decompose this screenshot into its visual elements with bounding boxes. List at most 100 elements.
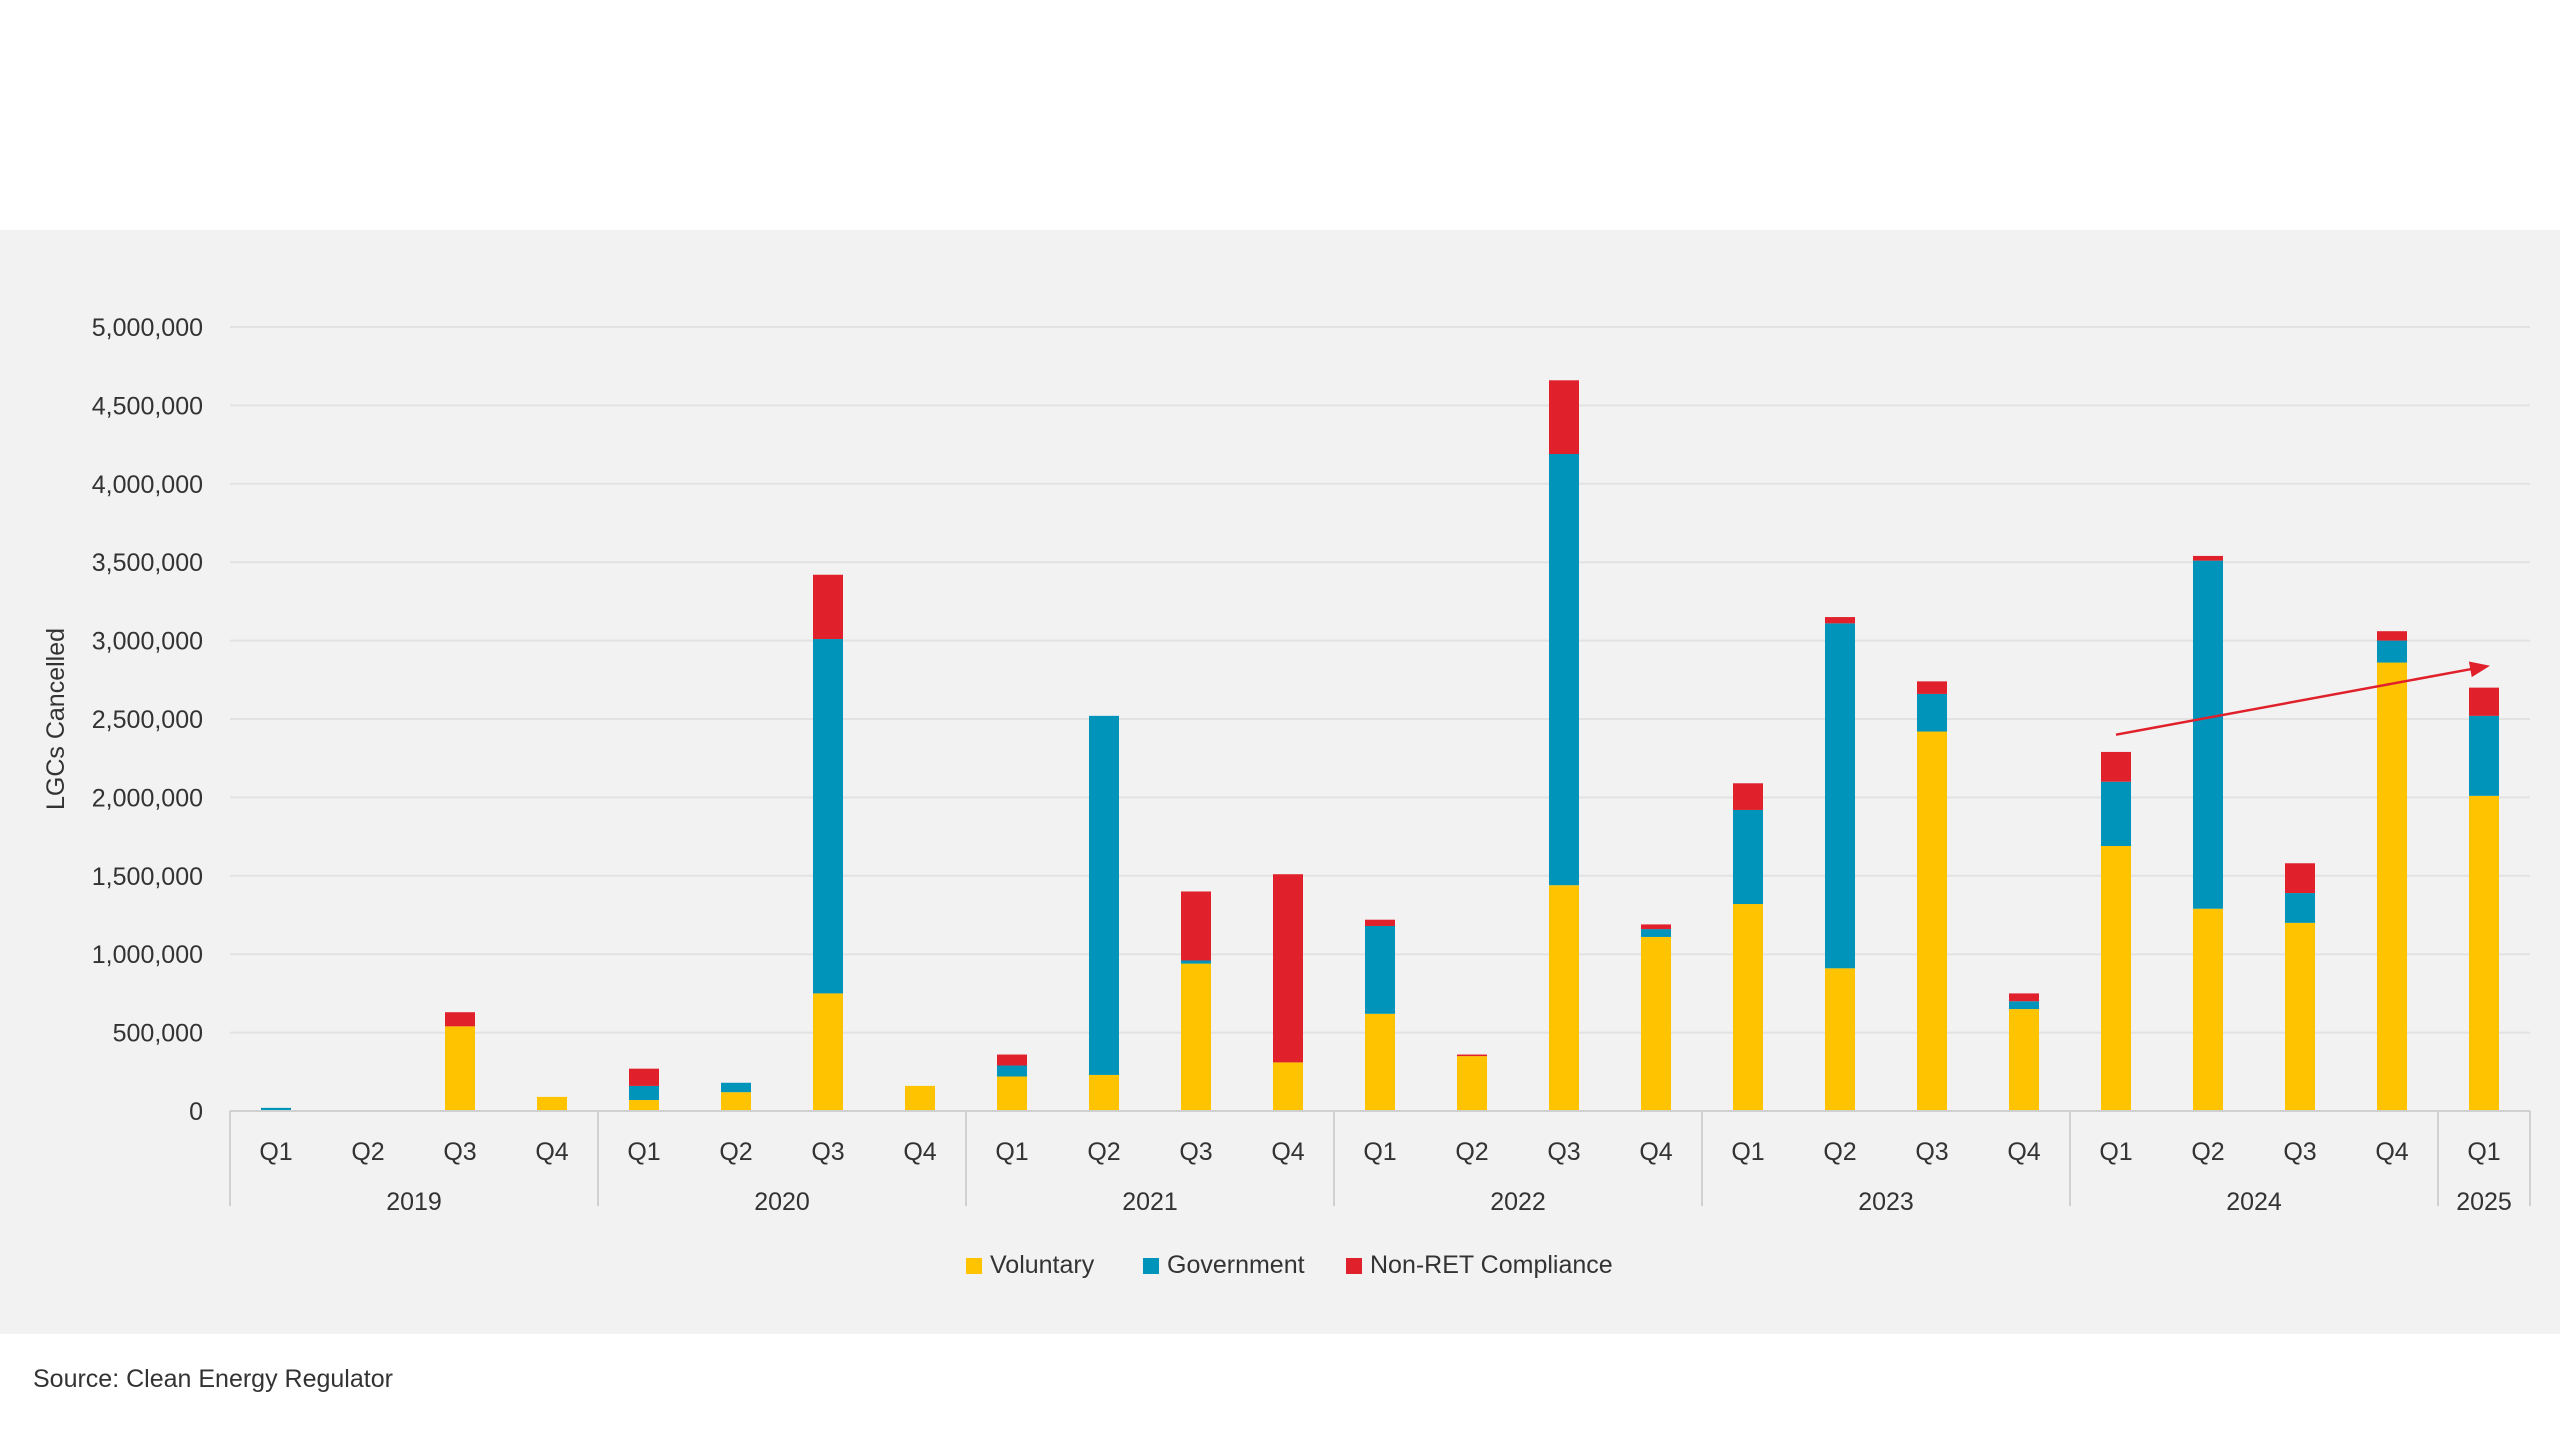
trend-arrow-head bbox=[2468, 661, 2490, 678]
bar-segment-non-ret-compliance bbox=[1273, 874, 1303, 1063]
bar-segment-voluntary bbox=[1549, 885, 1579, 1111]
x-tick-label: Q3 bbox=[2283, 1138, 2316, 1166]
x-tick-label: Q4 bbox=[2007, 1138, 2040, 1166]
bar-segment-non-ret-compliance bbox=[445, 1012, 475, 1027]
bar-segment-non-ret-compliance bbox=[1181, 891, 1211, 961]
bar-segment-voluntary bbox=[1457, 1056, 1487, 1111]
bar-segment-government bbox=[2285, 893, 2315, 923]
trend-arrow-line bbox=[2115, 666, 2477, 736]
y-tick-label: 4,500,000 bbox=[92, 392, 203, 420]
x-tick-label: Q2 bbox=[351, 1138, 384, 1166]
bar-segment-voluntary bbox=[1365, 1013, 1395, 1111]
bar-segment-government bbox=[2377, 640, 2407, 663]
bar-segment-government bbox=[721, 1082, 751, 1093]
bar-segment-non-ret-compliance bbox=[2285, 863, 2315, 894]
x-tick-label: Q1 bbox=[2099, 1138, 2132, 1166]
x-tick-label: Q2 bbox=[1823, 1138, 1856, 1166]
bar-segment-non-ret-compliance bbox=[1365, 919, 1395, 926]
bar-segment-voluntary bbox=[1825, 968, 1855, 1111]
x-tick-label: Q3 bbox=[1547, 1138, 1580, 1166]
bar-segment-government bbox=[1641, 929, 1671, 937]
bar-segment-non-ret-compliance bbox=[1457, 1054, 1487, 1057]
bar-segment-non-ret-compliance bbox=[813, 574, 843, 640]
year-label: 2024 bbox=[2226, 1188, 2282, 1216]
y-tick-label: 1,000,000 bbox=[92, 941, 203, 969]
y-tick-label: 4,000,000 bbox=[92, 471, 203, 499]
legend-label: Government bbox=[1167, 1251, 1305, 1279]
bars bbox=[261, 380, 2499, 1111]
legend: Voluntary Government Non-RET Compliance bbox=[966, 1251, 1613, 1279]
bar-segment-voluntary bbox=[629, 1100, 659, 1111]
bar-segment-voluntary bbox=[997, 1076, 1027, 1111]
x-tick-label: Q2 bbox=[2191, 1138, 2224, 1166]
x-tick-label: Q2 bbox=[719, 1138, 752, 1166]
y-tick-label: 3,500,000 bbox=[92, 549, 203, 577]
y-tick-label: 1,500,000 bbox=[92, 863, 203, 891]
bar-segment-voluntary bbox=[1733, 904, 1763, 1111]
year-label: 2023 bbox=[1858, 1188, 1914, 1216]
bar-segment-voluntary bbox=[905, 1085, 935, 1111]
legend-swatch bbox=[966, 1258, 982, 1274]
bar-segment-voluntary bbox=[2377, 662, 2407, 1111]
bar-segment-non-ret-compliance bbox=[629, 1068, 659, 1086]
year-label: 2022 bbox=[1490, 1188, 1546, 1216]
x-tick-label: Q4 bbox=[1639, 1138, 1672, 1166]
bar-segment-non-ret-compliance bbox=[1917, 681, 1947, 694]
x-tick-label: Q2 bbox=[1455, 1138, 1488, 1166]
bar-segment-government bbox=[1089, 715, 1119, 1075]
x-axis: Q1 Q2 Q3 Q4 Q1 Q2 Q3 Q4 Q1 Q2 Q3 Q4 Q1 Q2 Q3 Q4 Q1 Q2 Q3 Q4… bbox=[229, 1110, 2531, 1216]
bar-segment-government bbox=[1825, 623, 1855, 969]
bar-segment-non-ret-compliance bbox=[2009, 993, 2039, 1002]
legend-label: Non-RET Compliance bbox=[1370, 1251, 1613, 1279]
bar-segment-voluntary bbox=[1089, 1074, 1119, 1111]
year-label: 2021 bbox=[1122, 1188, 1178, 1216]
legend-label: Voluntary bbox=[990, 1251, 1095, 1279]
x-tick-label: Q1 bbox=[627, 1138, 660, 1166]
bar-segment-voluntary bbox=[1641, 936, 1671, 1111]
annotations bbox=[2115, 661, 2490, 736]
legend-swatch bbox=[1346, 1258, 1362, 1274]
y-tick-label: 2,000,000 bbox=[92, 784, 203, 812]
gridlines bbox=[230, 326, 2530, 1112]
bar-segment-government bbox=[2101, 781, 2131, 847]
bar-segment-non-ret-compliance bbox=[997, 1054, 1027, 1066]
bar-segment-voluntary bbox=[1917, 731, 1947, 1111]
x-tick-label: Q3 bbox=[1915, 1138, 1948, 1166]
bar-segment-non-ret-compliance bbox=[1641, 924, 1671, 930]
bar-segment-government bbox=[629, 1085, 659, 1101]
legend-swatch bbox=[1143, 1258, 1159, 1274]
x-tick-label: Q3 bbox=[443, 1138, 476, 1166]
x-tick-label: Q4 bbox=[903, 1138, 936, 1166]
bar-segment-government bbox=[261, 1107, 291, 1111]
bar-segment-government bbox=[813, 639, 843, 994]
bar-segment-non-ret-compliance bbox=[1549, 380, 1579, 455]
y-tick-label: 3,000,000 bbox=[92, 628, 203, 656]
y-tick-label: 0 bbox=[189, 1098, 203, 1126]
bar-segment-voluntary bbox=[813, 993, 843, 1111]
bar-segment-non-ret-compliance bbox=[2469, 687, 2499, 716]
stacked-bar-chart: 0 500,000 1,000,000 1,500,000 2,000,000 2,500… bbox=[42, 314, 2531, 1279]
bar-segment-voluntary bbox=[2285, 922, 2315, 1111]
bar-segment-non-ret-compliance bbox=[2193, 555, 2223, 561]
year-label: 2020 bbox=[754, 1188, 810, 1216]
bar-segment-government bbox=[2193, 560, 2223, 909]
x-tick-label: Q1 bbox=[259, 1138, 292, 1166]
bar-segment-non-ret-compliance bbox=[2101, 751, 2131, 782]
bar-segment-government bbox=[997, 1065, 1027, 1077]
source-note: Source: Clean Energy Regulator bbox=[33, 1365, 393, 1393]
bar-segment-government bbox=[1181, 960, 1211, 964]
year-label: 2019 bbox=[386, 1188, 442, 1216]
bar-segment-voluntary bbox=[1273, 1062, 1303, 1111]
year-label: 2025 bbox=[2456, 1188, 2512, 1216]
x-tick-label: Q3 bbox=[1179, 1138, 1212, 1166]
bar-segment-government bbox=[1549, 454, 1579, 886]
x-tick-label: Q2 bbox=[1087, 1138, 1120, 1166]
bar-segment-government bbox=[1733, 809, 1763, 905]
x-tick-label: Q1 bbox=[995, 1138, 1028, 1166]
bar-segment-voluntary bbox=[537, 1096, 567, 1111]
bar-segment-government bbox=[1365, 925, 1395, 1014]
bar-segment-government bbox=[2009, 1001, 2039, 1010]
y-axis-title: LGCs Cancelled bbox=[42, 628, 70, 810]
bar-segment-voluntary bbox=[2101, 846, 2131, 1111]
x-tick-label: Q1 bbox=[2467, 1138, 2500, 1166]
